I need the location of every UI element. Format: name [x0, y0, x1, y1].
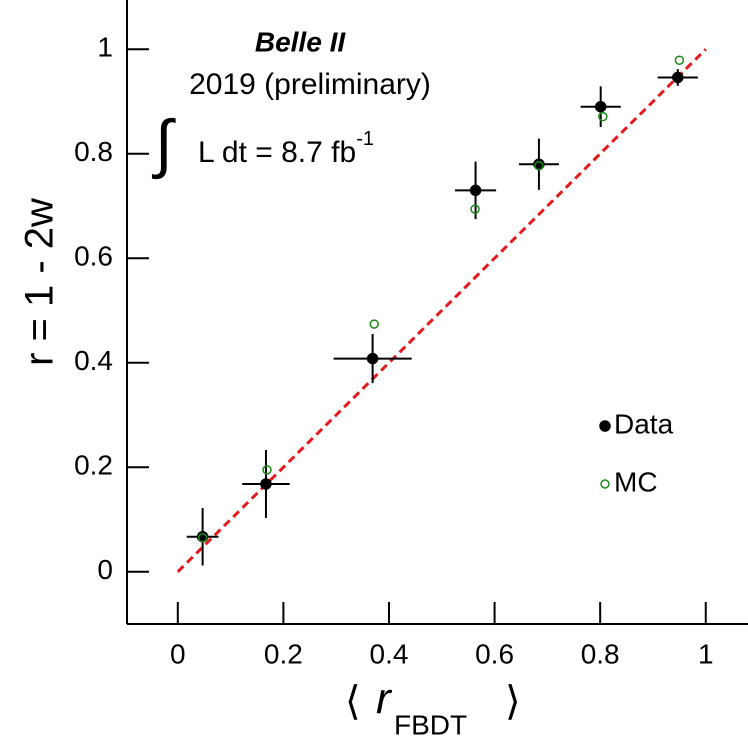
lumi-text: L dt = 8.7 fb [198, 136, 356, 169]
filled-marker [469, 184, 482, 197]
x-tick-label: 1 [698, 638, 714, 669]
lumi-exponent: -1 [356, 128, 374, 150]
y-tick-label: 1 [97, 32, 113, 63]
filled-marker [366, 352, 379, 365]
x-axis-title-subscript: FBDT [394, 709, 467, 740]
legend-label: Data [614, 408, 674, 439]
y-tick-label: 0 [97, 554, 113, 585]
lumi-label: L dt = 8.7 fb-1 [198, 128, 374, 169]
y-tick-label: 0.8 [74, 136, 113, 167]
y-tick-label: 0.6 [74, 241, 113, 272]
open-marker [598, 111, 608, 122]
legend-marker [599, 420, 611, 432]
x-tick-label: 0.8 [581, 638, 620, 669]
filled-marker [594, 100, 607, 113]
open-marker [674, 55, 685, 65]
x-axis-title-close: ⟩ [505, 680, 521, 724]
x-tick-label: 0 [170, 638, 186, 669]
year-label: 2019 (preliminary) [189, 68, 431, 101]
open-marker [197, 533, 208, 543]
y-axis-title: r = 1 - 2w [18, 198, 62, 366]
x-tick-label: 0.6 [475, 638, 514, 669]
open-marker [470, 204, 480, 214]
y-tick-label: 0.2 [74, 450, 113, 481]
filled-marker [672, 71, 684, 84]
y-tick-label: 0.4 [74, 345, 113, 376]
open-marker [534, 161, 544, 171]
filled-marker [260, 478, 272, 490]
x-axis-title-open: ⟨ [345, 680, 361, 724]
experiment-label: Belle II [255, 26, 346, 57]
x-axis-title-symbol: r [376, 675, 393, 724]
x-tick-label: 0.2 [264, 638, 303, 669]
open-marker [369, 319, 379, 329]
open-marker [262, 465, 272, 475]
legend-marker [600, 479, 610, 489]
legend-label: MC [614, 466, 658, 497]
x-tick-label: 0.4 [370, 638, 409, 669]
integral-sign: ∫ [151, 107, 176, 180]
